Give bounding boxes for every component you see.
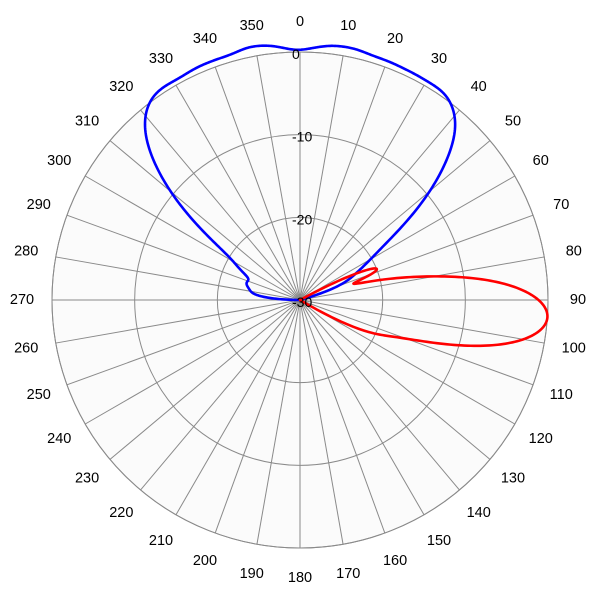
spoke-230 bbox=[109, 299, 301, 460]
angle-tick-label: 50 bbox=[505, 113, 521, 129]
spoke-110 bbox=[299, 299, 534, 386]
angle-tick-label: 20 bbox=[387, 31, 403, 47]
spoke-290 bbox=[66, 214, 301, 301]
ring--10 bbox=[134, 134, 466, 466]
spoke-220 bbox=[140, 299, 301, 491]
angle-tick-label: 100 bbox=[562, 340, 586, 356]
angle-tick-labels: 0 10 20 30 40 50 60 70 80 90 100 110 120 130 140 150 160… bbox=[10, 14, 586, 586]
spoke-160 bbox=[299, 299, 386, 534]
angle-tick-label: 80 bbox=[566, 244, 582, 260]
angle-tick-label: 230 bbox=[75, 471, 99, 487]
ring-0 bbox=[51, 51, 549, 549]
spoke-30 bbox=[299, 84, 425, 301]
spoke-140 bbox=[299, 299, 460, 491]
angle-tick-label: 190 bbox=[240, 566, 264, 582]
angle-tick-label: 130 bbox=[501, 471, 525, 487]
spoke-10 bbox=[299, 55, 344, 301]
radial-tick-label: -20 bbox=[292, 211, 312, 227]
angle-tick-label: 120 bbox=[529, 431, 553, 447]
angle-tick-label: 140 bbox=[467, 505, 491, 521]
angle-tick-label: 260 bbox=[14, 340, 38, 356]
angle-tick-label: 290 bbox=[27, 197, 51, 213]
spoke-310 bbox=[109, 140, 301, 301]
angle-tick-label: 160 bbox=[383, 553, 407, 569]
spoke-210 bbox=[175, 299, 301, 516]
spoke-170 bbox=[299, 299, 344, 545]
angle-tick-label: 280 bbox=[14, 244, 38, 260]
angle-tick-label: 110 bbox=[550, 387, 573, 403]
angle-tick-label: 30 bbox=[431, 51, 447, 67]
spoke-60 bbox=[299, 175, 516, 301]
angle-tick-label: 180 bbox=[288, 570, 312, 586]
angle-tick-label: 70 bbox=[553, 197, 569, 213]
angle-tick-label: 210 bbox=[149, 533, 173, 549]
spoke-280 bbox=[55, 256, 301, 301]
angle-tick-label: 270 bbox=[10, 292, 34, 308]
angle-tick-label: 90 bbox=[570, 292, 586, 308]
radial-tick-label: -30 bbox=[292, 294, 312, 310]
radial-tick-label: -10 bbox=[292, 129, 312, 145]
spoke-350 bbox=[256, 55, 301, 301]
spoke-120 bbox=[299, 299, 516, 425]
series-1-line bbox=[143, 44, 457, 302]
angle-tick-label: 60 bbox=[533, 153, 549, 169]
angle-tick-label: 40 bbox=[471, 79, 487, 95]
spoke-240 bbox=[84, 299, 301, 425]
spoke-80 bbox=[299, 256, 545, 301]
angle-tick-label: 340 bbox=[193, 31, 217, 47]
angle-tick-label: 250 bbox=[27, 387, 51, 403]
angle-tick-label: 170 bbox=[336, 566, 360, 582]
angle-tick-label: 200 bbox=[193, 553, 217, 569]
spoke-100 bbox=[299, 299, 545, 344]
angle-tick-label: 150 bbox=[427, 533, 451, 549]
ring--20 bbox=[216, 216, 384, 384]
angle-tick-label: 350 bbox=[240, 18, 264, 34]
angle-tick-label: 220 bbox=[109, 505, 133, 521]
angle-tick-label: 310 bbox=[75, 113, 99, 129]
angle-tick-label: 300 bbox=[47, 153, 71, 169]
angle-tick-label: 0 bbox=[296, 14, 304, 30]
angle-tick-label: 10 bbox=[340, 18, 356, 34]
spoke-340 bbox=[214, 66, 301, 301]
angle-gridlines bbox=[52, 52, 548, 548]
angle-tick-label: 330 bbox=[149, 51, 173, 67]
radial-tick-label: 0 bbox=[292, 46, 300, 62]
angle-tick-label: 240 bbox=[47, 431, 71, 447]
spoke-50 bbox=[299, 140, 491, 301]
spoke-130 bbox=[299, 299, 491, 460]
spoke-20 bbox=[299, 66, 386, 301]
spoke-40 bbox=[299, 109, 460, 301]
spoke-190 bbox=[256, 299, 301, 545]
spoke-330 bbox=[175, 84, 301, 301]
radial-tick-labels: 0 -10 -20 -30 bbox=[292, 46, 312, 310]
series-2-line bbox=[298, 267, 549, 348]
spoke-150 bbox=[299, 299, 425, 516]
spoke-260 bbox=[55, 299, 301, 344]
spoke-250 bbox=[66, 299, 301, 386]
radial-gridlines bbox=[51, 51, 549, 549]
spoke-300 bbox=[84, 175, 301, 301]
series-layer bbox=[143, 44, 549, 348]
spoke-320 bbox=[140, 109, 301, 301]
spoke-200 bbox=[214, 299, 301, 534]
angle-tick-label: 320 bbox=[109, 79, 133, 95]
